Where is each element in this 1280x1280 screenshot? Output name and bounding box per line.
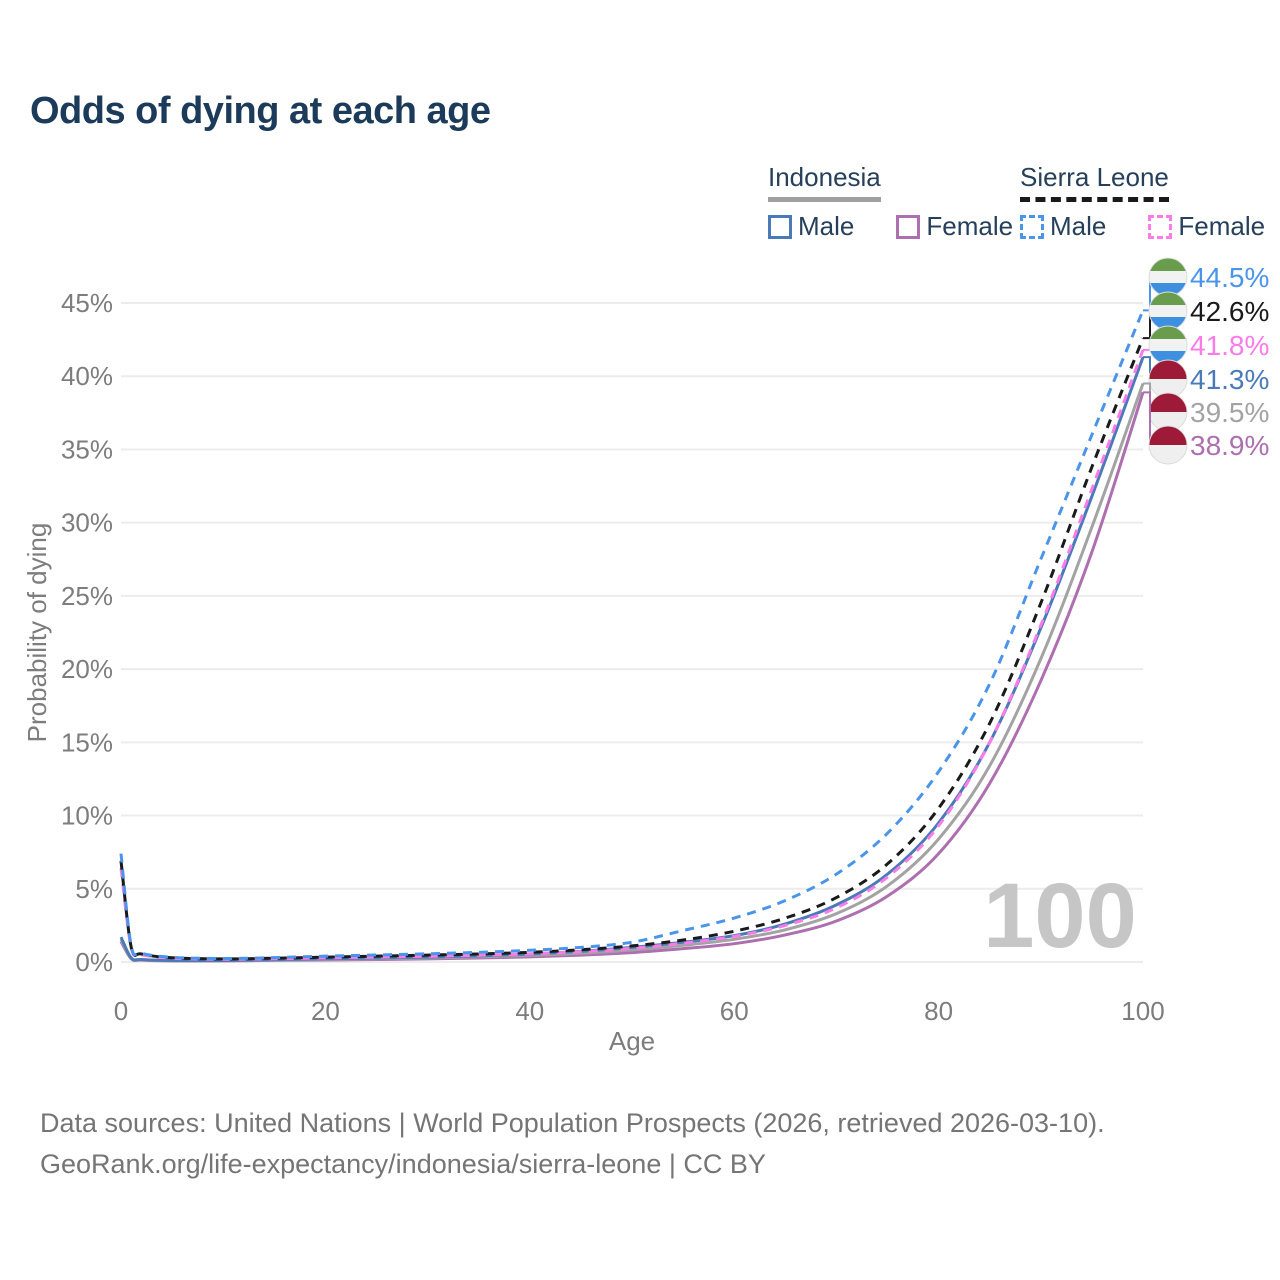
y-tick-label: 30% bbox=[61, 508, 113, 538]
x-tick-label: 60 bbox=[720, 996, 749, 1026]
legend-group-indonesia: Indonesia Male Female bbox=[768, 162, 1013, 242]
flag-stripe bbox=[1149, 317, 1187, 330]
data-sources-text: Data sources: United Nations | World Pop… bbox=[40, 1108, 1105, 1138]
flag-stripe bbox=[1149, 360, 1187, 379]
end-label-indonesia-both-sexes[interactable]: 39.5% bbox=[1148, 392, 1269, 432]
end-label-sierra-leone-male[interactable]: 44.5% bbox=[1148, 257, 1269, 297]
flag-stripe bbox=[1149, 271, 1187, 283]
flag-stripe bbox=[1149, 393, 1187, 412]
y-tick-label: 10% bbox=[61, 801, 113, 831]
y-tick-label: 5% bbox=[75, 874, 113, 904]
end-label-sierra-leone-both-sexes[interactable]: 42.6% bbox=[1148, 291, 1269, 331]
y-tick-label: 35% bbox=[61, 434, 113, 464]
attribution-link-text: GeoRank.org/life-expectancy/indonesia/si… bbox=[40, 1149, 766, 1179]
y-tick-label: 25% bbox=[61, 581, 113, 611]
age-hover-watermark: 100 bbox=[983, 865, 1137, 967]
legend-items-sierra-leone: Male Female bbox=[1020, 211, 1265, 242]
flag-stripe bbox=[1149, 379, 1187, 398]
legend-item-label: Female bbox=[1178, 211, 1266, 241]
sierra-leone-male-swatch-icon bbox=[1020, 214, 1044, 239]
x-tick-label: 20 bbox=[311, 996, 340, 1026]
page-title: Odds of dying at each age bbox=[30, 90, 491, 132]
indonesia-male-swatch-icon bbox=[768, 214, 792, 239]
flag-stripe bbox=[1149, 351, 1187, 364]
flag-stripe bbox=[1149, 426, 1187, 445]
flag-stripe bbox=[1149, 339, 1187, 351]
end-value-label: 44.5% bbox=[1190, 262, 1269, 293]
flag-stripe bbox=[1149, 445, 1187, 464]
flag-stripe bbox=[1149, 412, 1187, 431]
flag-stripe bbox=[1149, 305, 1187, 317]
legend-item-sierra-leone-female[interactable]: Female bbox=[1148, 211, 1265, 242]
end-value-label: 39.5% bbox=[1190, 397, 1269, 428]
flag-stripe bbox=[1149, 326, 1187, 339]
series-line-sierra-leone-male[interactable] bbox=[119, 309, 1145, 960]
legend-item-label: Female bbox=[926, 211, 1014, 241]
legend-group-sierra-leone: Sierra Leone Male Female bbox=[1020, 162, 1265, 242]
y-axis-title: Probability of dying bbox=[22, 523, 52, 743]
y-tick-label: 45% bbox=[61, 288, 113, 318]
flag-stripe bbox=[1149, 292, 1187, 305]
legend-item-indonesia-male[interactable]: Male bbox=[768, 211, 854, 242]
end-label-sierra-leone-female[interactable]: 41.8% bbox=[1148, 325, 1269, 365]
end-label-indonesia-female[interactable]: 38.9% bbox=[1148, 425, 1269, 465]
legend: Indonesia Male Female Sierra Leone Male bbox=[0, 162, 1280, 242]
indonesia-flag-icon bbox=[1148, 425, 1188, 465]
y-tick-label: 15% bbox=[61, 727, 113, 757]
mortality-line-chart[interactable]: 0% 5% 10% 15% 20% 25% 30% 35% 40% 45% 0 20 40 60 80 100… bbox=[0, 0, 1280, 1080]
x-tick-label: 40 bbox=[515, 996, 544, 1026]
x-tick-label: 100 bbox=[1121, 996, 1164, 1026]
legend-country-sierra-leone[interactable]: Sierra Leone bbox=[1020, 162, 1169, 202]
legend-item-sierra-leone-male[interactable]: Male bbox=[1020, 211, 1106, 242]
indonesia-female-swatch-icon bbox=[896, 214, 921, 239]
end-value-label: 41.3% bbox=[1190, 364, 1269, 395]
flag-stripe bbox=[1149, 258, 1187, 271]
y-tick-label: 40% bbox=[61, 361, 113, 391]
legend-item-label: Male bbox=[1050, 211, 1107, 241]
legend-items-indonesia: Male Female bbox=[768, 211, 1013, 242]
legend-item-indonesia-female[interactable]: Female bbox=[896, 211, 1013, 242]
flag-stripe bbox=[1149, 283, 1187, 296]
end-value-label: 42.6% bbox=[1190, 296, 1269, 327]
x-tick-label: 0 bbox=[114, 996, 128, 1026]
end-value-label: 41.8% bbox=[1190, 330, 1269, 361]
legend-item-label: Male bbox=[798, 211, 855, 241]
sierra-leone-female-swatch-icon bbox=[1148, 214, 1173, 239]
y-tick-label: 0% bbox=[75, 947, 113, 977]
end-label-indonesia-male[interactable]: 41.3% bbox=[1148, 359, 1269, 399]
end-value-label: 38.9% bbox=[1190, 430, 1269, 461]
x-tick-label: 80 bbox=[924, 996, 953, 1026]
y-tick-label: 20% bbox=[61, 654, 113, 684]
x-axis-title: Age bbox=[609, 1026, 655, 1056]
legend-country-indonesia[interactable]: Indonesia bbox=[768, 162, 881, 202]
